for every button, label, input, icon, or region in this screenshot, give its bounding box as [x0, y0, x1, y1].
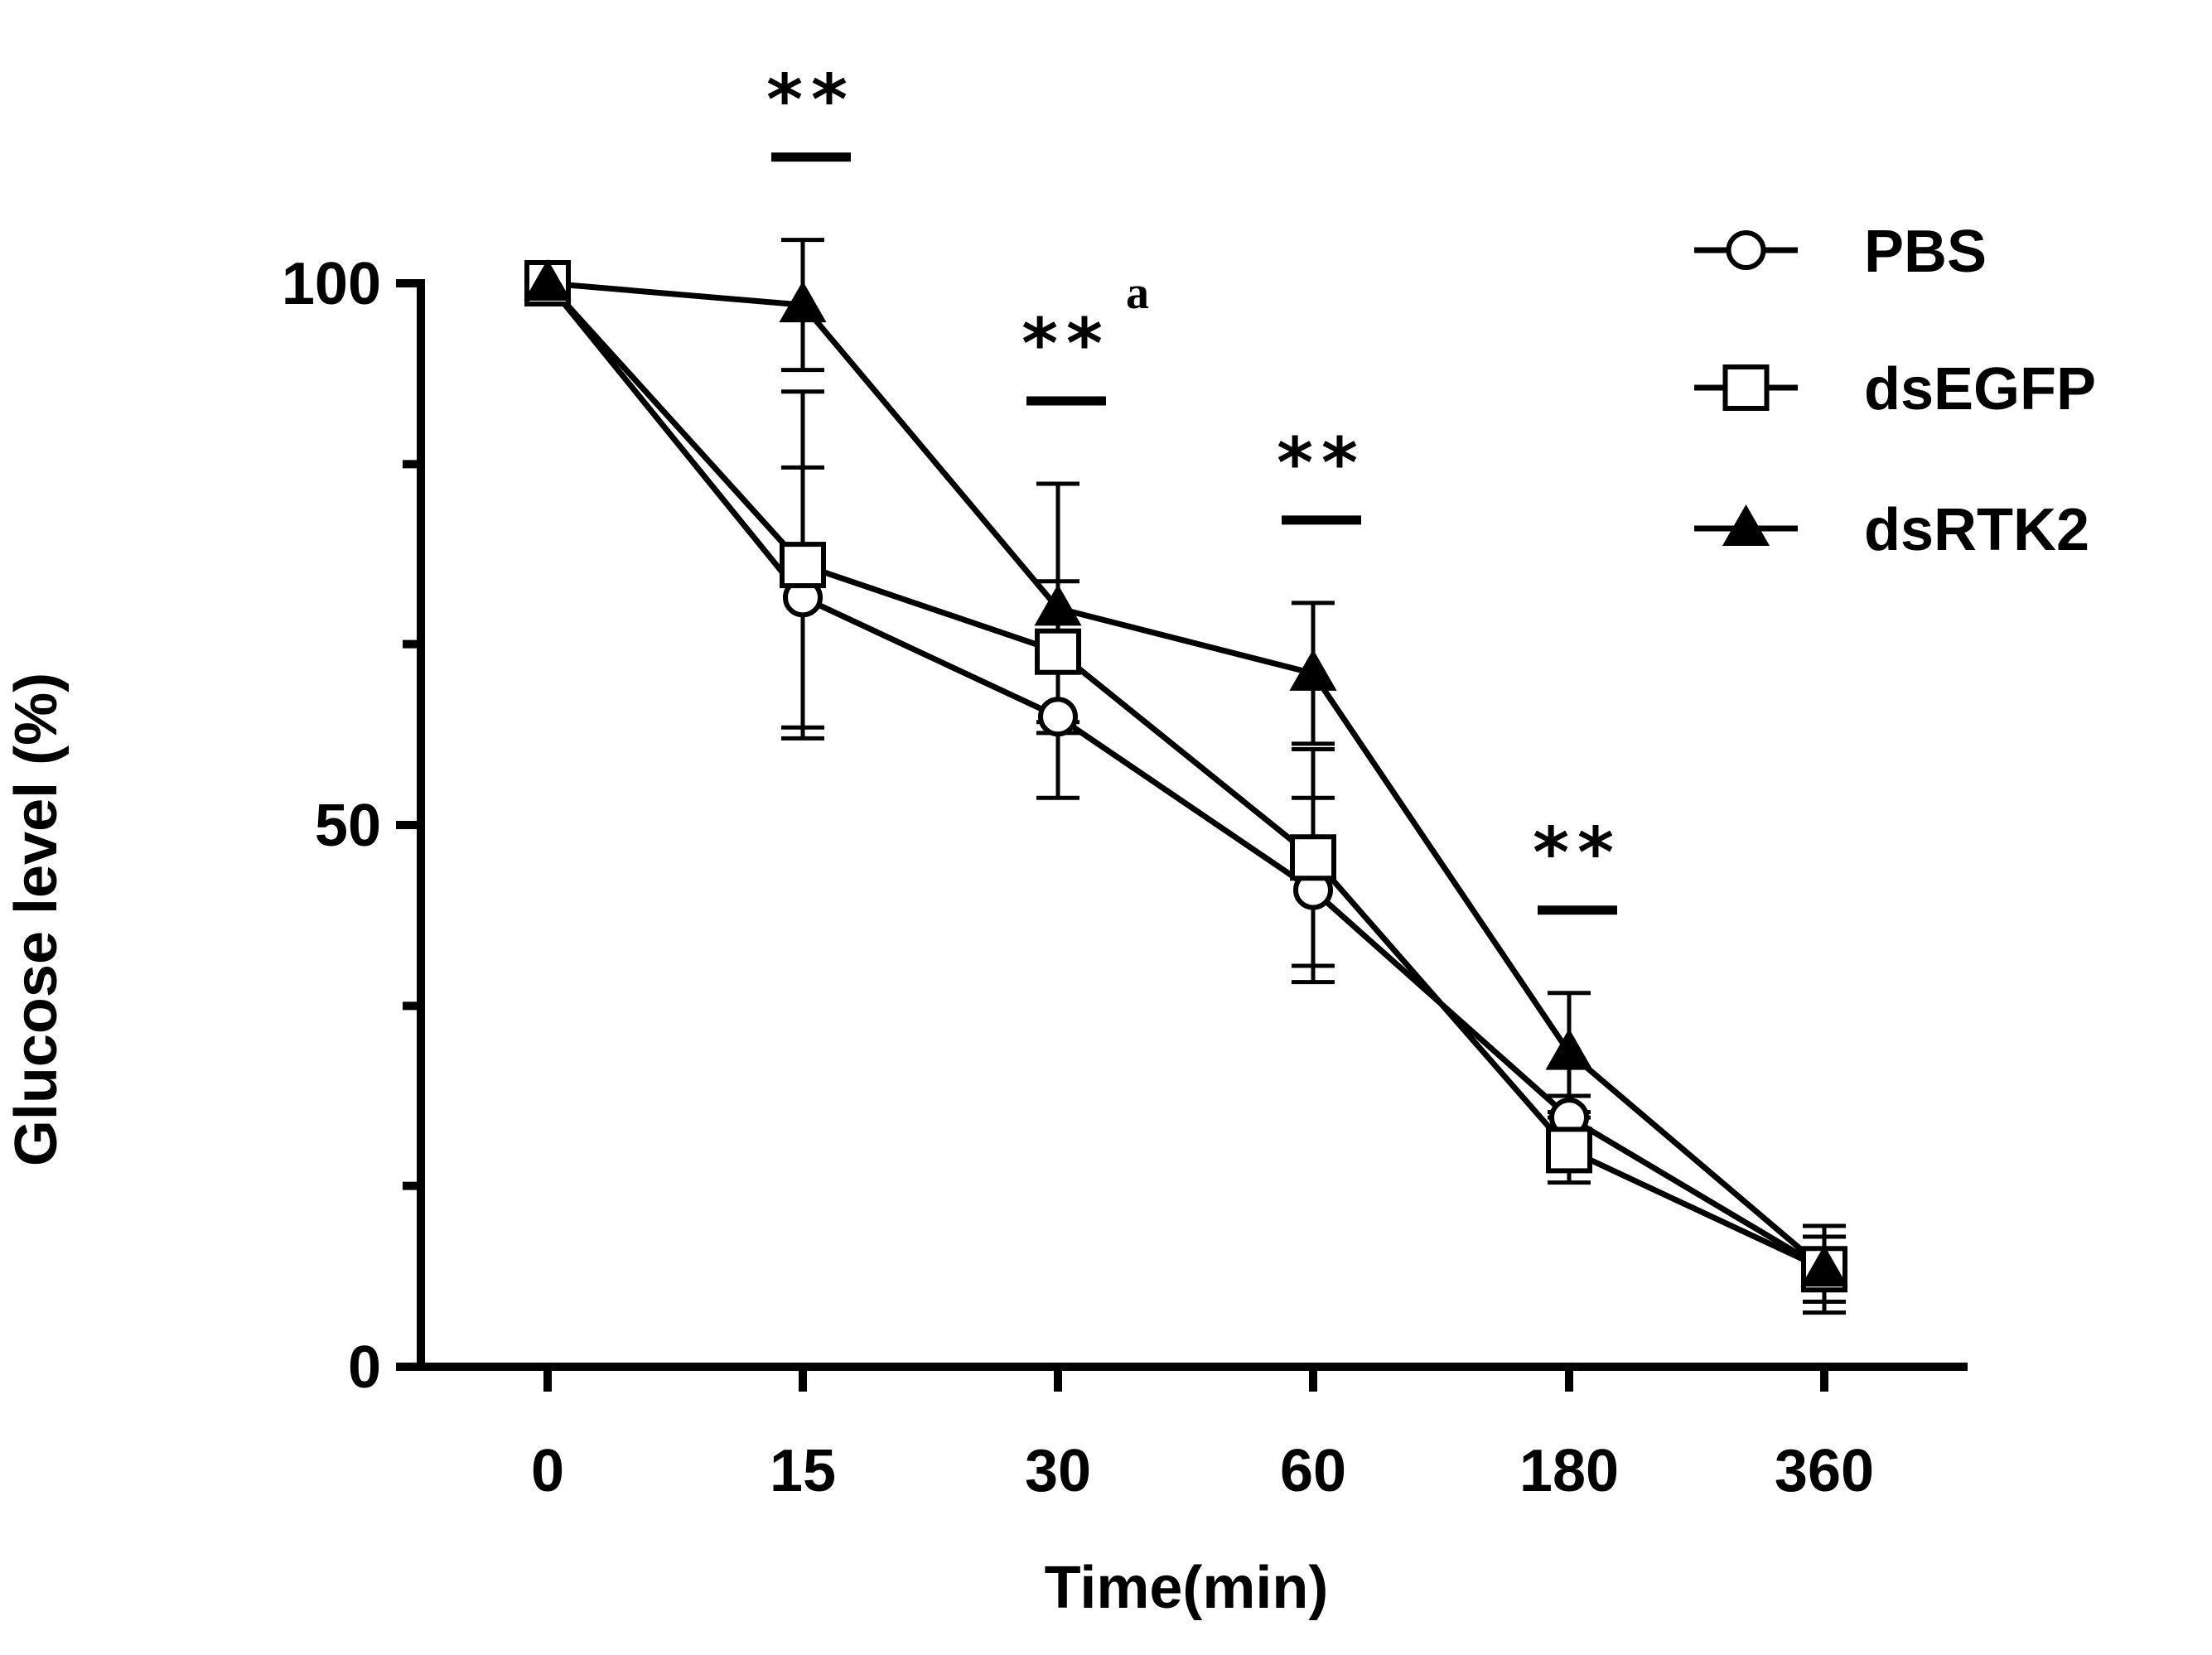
- legend-marker-dsrtk2: [1722, 504, 1770, 546]
- series-line-dsrtk2: [547, 280, 1827, 1271]
- marker-dsrtk2: [1034, 584, 1082, 626]
- marker-pbs: [1038, 697, 1078, 737]
- legend-label-dsegfp: dsEGFP: [1864, 356, 2096, 422]
- y-axis-title: Glucose level (%): [3, 673, 70, 1166]
- marker-dsegfp: [1290, 834, 1336, 881]
- legend: PBS dsEGFP dsRTK2: [1694, 219, 2096, 563]
- x-tick-label: 60: [1280, 1438, 1346, 1504]
- axes: 0 50 100 0 15 30 60 180 360: [282, 251, 1968, 1504]
- marker-dsrtk2: [779, 281, 827, 323]
- series-line-pbs: [545, 281, 1826, 1272]
- significance-stars: **: [1021, 303, 1111, 384]
- significance-superscript: a: [1126, 268, 1149, 319]
- series-lines: [545, 280, 1827, 1272]
- y-tick-label: 50: [315, 793, 381, 859]
- significance-stars: **: [766, 60, 856, 141]
- x-tick-label: 360: [1775, 1438, 1874, 1504]
- x-axis-title: Time(min): [1045, 1555, 1329, 1621]
- marker-dsrtk2: [524, 258, 572, 301]
- legend-marker-pbs: [1726, 230, 1766, 270]
- significance-stars: **: [1533, 813, 1622, 894]
- legend-label-pbs: PBS: [1864, 219, 1987, 285]
- series-markers: [524, 258, 1848, 1293]
- legend-marker-dsegfp: [1722, 364, 1770, 411]
- marker-dsrtk2: [1289, 649, 1337, 691]
- marker-dsrtk2: [1800, 1245, 1848, 1287]
- marker-dsegfp: [1546, 1127, 1592, 1174]
- y-tick-label: 0: [348, 1334, 381, 1401]
- x-tick-label: 0: [531, 1438, 564, 1504]
- x-tick-label: 30: [1025, 1438, 1091, 1504]
- significance-stars: **: [1277, 422, 1366, 504]
- series-line-dsegfp: [545, 281, 1826, 1272]
- x-tick-label: 180: [1519, 1438, 1619, 1504]
- y-tick-label: 100: [282, 251, 381, 317]
- marker-dsrtk2: [1545, 1028, 1593, 1070]
- legend-label-dsrtk2: dsRTK2: [1864, 497, 2089, 563]
- significance-annotations: ** ** a ** **: [766, 60, 1622, 915]
- marker-dsegfp: [780, 542, 826, 589]
- marker-dsegfp: [1035, 628, 1081, 675]
- x-tick-label: 15: [770, 1438, 836, 1504]
